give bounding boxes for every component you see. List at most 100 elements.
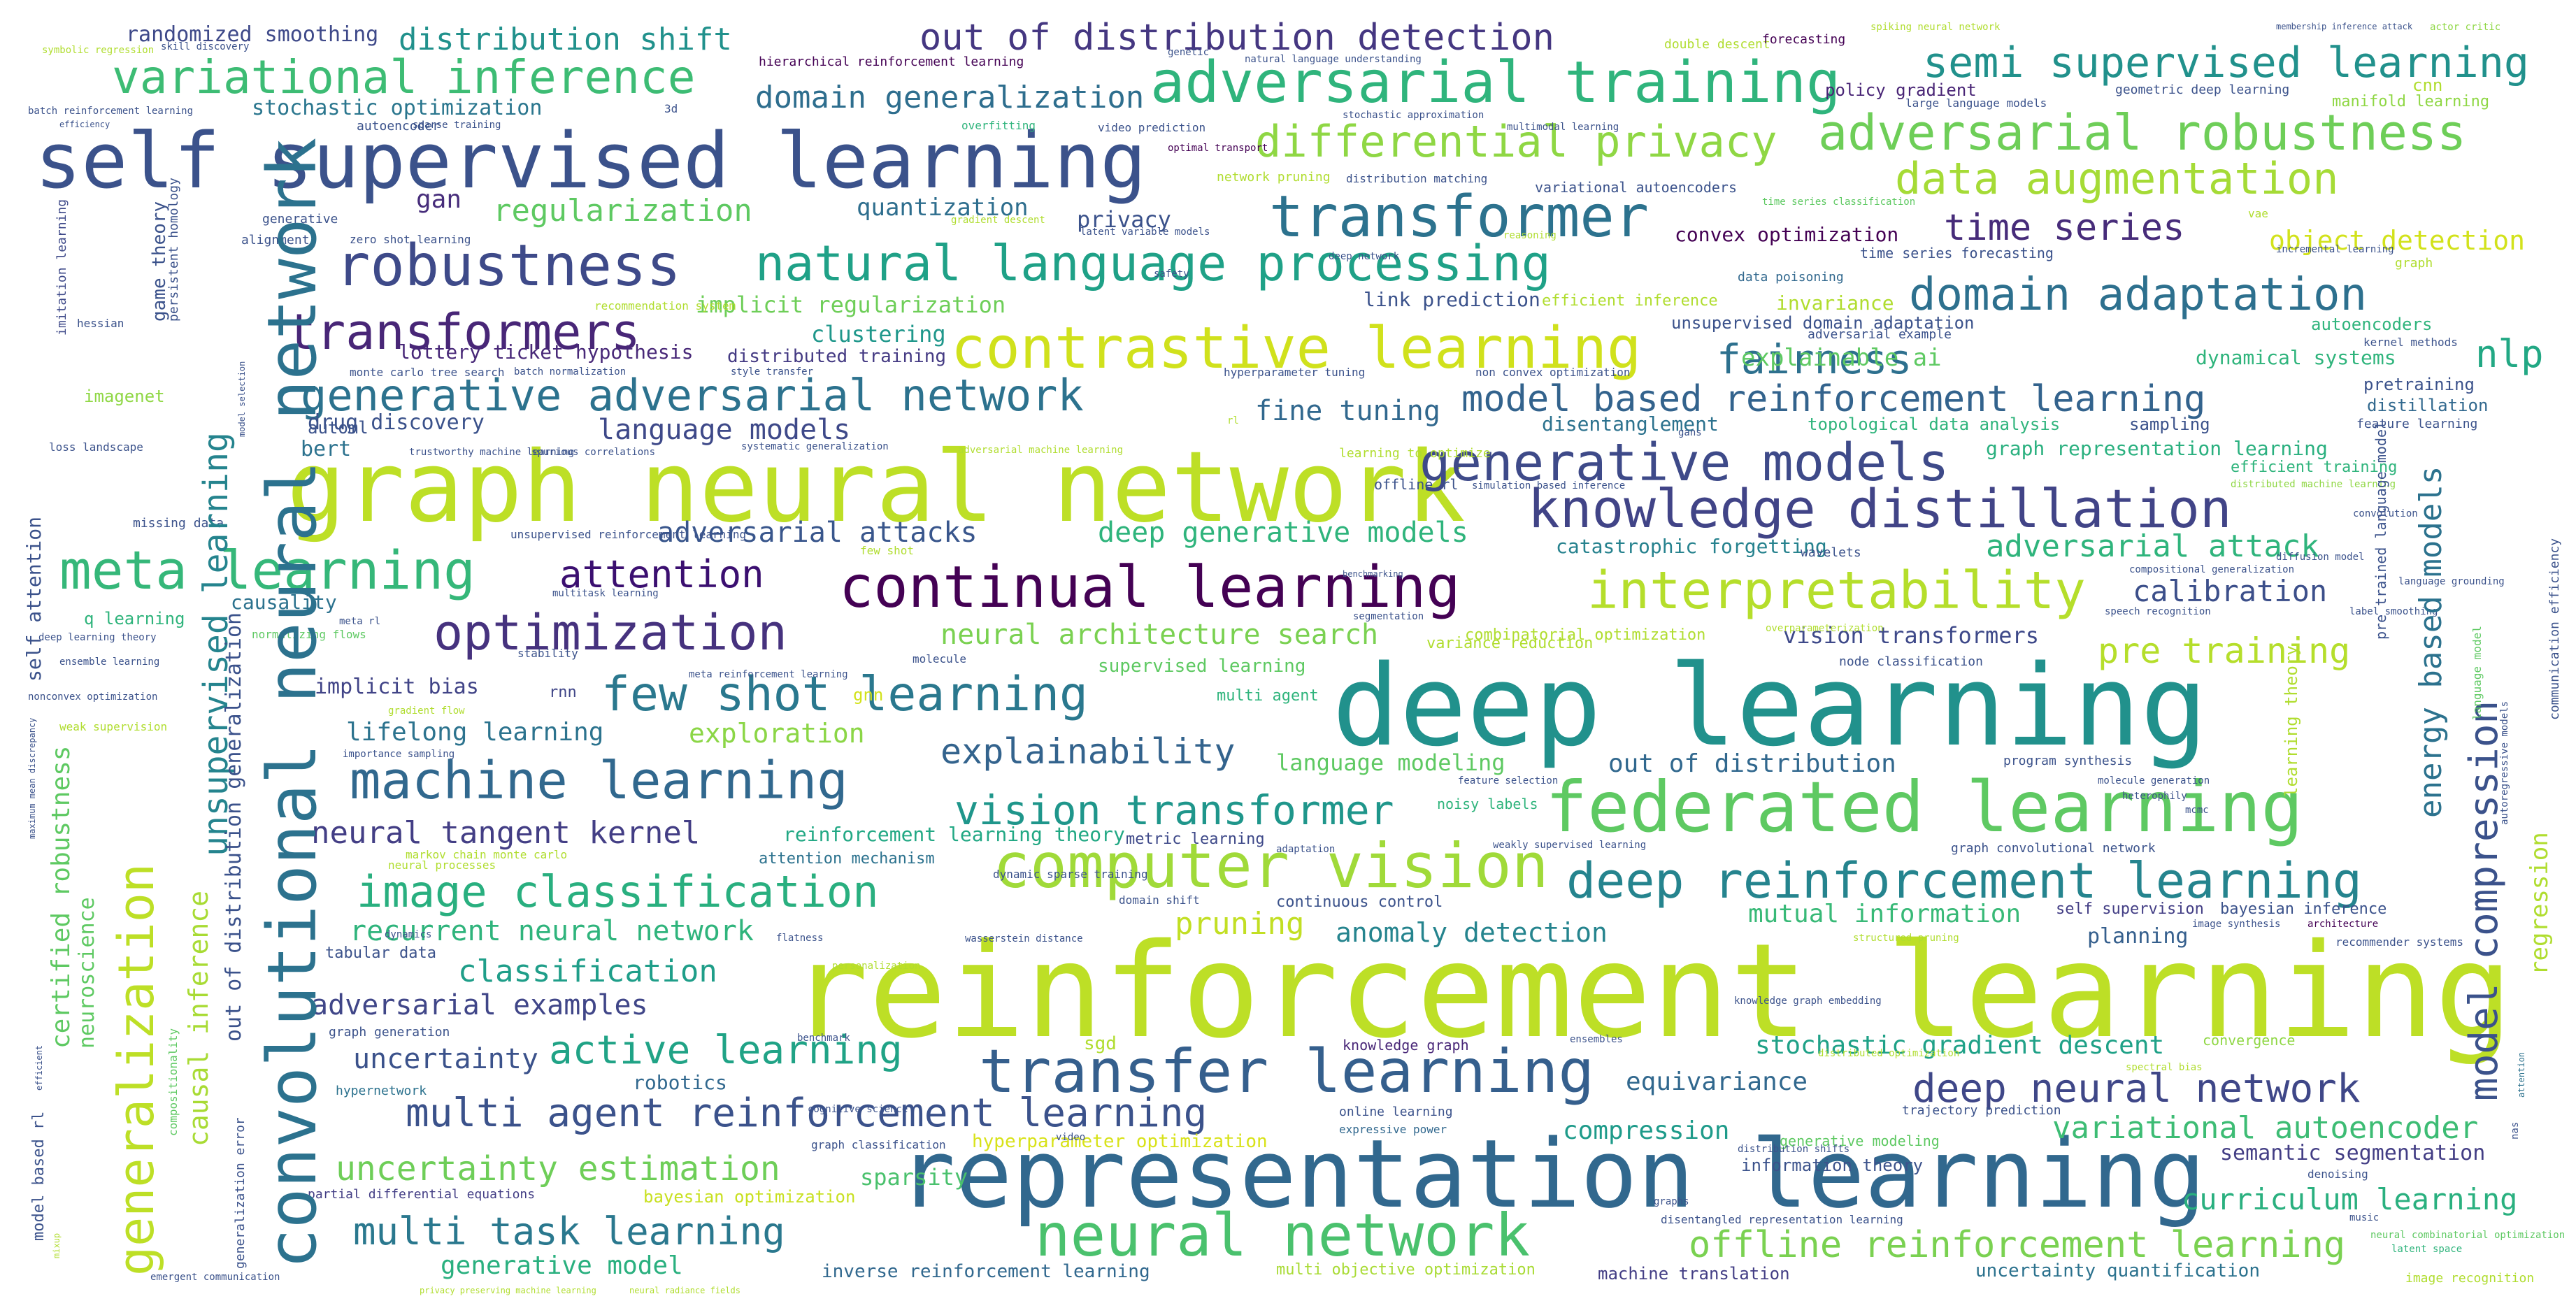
word: ensemble learning	[59, 656, 160, 668]
word: uncertainty	[353, 1043, 538, 1075]
word: invariance	[1776, 292, 1894, 315]
word: pre trained language model	[2373, 420, 2389, 640]
word: catastrophic forgetting	[1556, 535, 1827, 558]
word: transfer learning	[979, 1037, 1595, 1107]
word: spurious correlations	[531, 447, 656, 458]
word: label smoothing	[2349, 606, 2438, 617]
word: bayesian inference	[2220, 900, 2387, 918]
word: systematic generalization	[741, 441, 889, 452]
word: online learning	[1339, 1105, 1453, 1119]
word: multi agent reinforcement learning	[406, 1091, 1208, 1136]
word: pre training	[2098, 631, 2351, 671]
word: generative model	[441, 1251, 683, 1280]
word: vision transformer	[954, 786, 1394, 834]
word: weak supervision	[59, 720, 168, 733]
word: normalizing flows	[252, 628, 366, 641]
word: out of distribution	[1608, 749, 1896, 778]
word: vision transformers	[1783, 622, 2040, 649]
word: expressive power	[1339, 1123, 1447, 1136]
word: compositional generalization	[2129, 564, 2295, 575]
word: efficient	[34, 1044, 44, 1091]
word: computer vision	[993, 830, 1549, 902]
word: self supervised learning	[35, 116, 1147, 206]
word: trustworthy machine learning	[409, 447, 575, 458]
word: neural network	[1035, 1201, 1531, 1270]
word: graph generation	[329, 1025, 450, 1040]
word: generative modeling	[1780, 1133, 1940, 1149]
word: model compression	[2461, 700, 2507, 1101]
word: stochastic optimization	[252, 96, 543, 120]
word: disentanglement	[1542, 412, 1719, 436]
word: autoencoders	[2311, 315, 2433, 334]
word: inverse reinforcement learning	[822, 1261, 1150, 1282]
word: recommendation system	[594, 299, 736, 312]
word: language modeling	[1276, 749, 1505, 776]
word: deep reinforcement learning	[1566, 852, 2362, 910]
word: reinforcement learning theory	[783, 823, 1125, 846]
word: uncertainty quantification	[1975, 1260, 2260, 1281]
word: spiking neural network	[1870, 22, 2001, 33]
word: domain shift	[1119, 893, 1200, 907]
word: efficiency	[59, 120, 110, 129]
word: speech recognition	[2105, 606, 2211, 617]
word: lifelong learning	[346, 718, 604, 747]
word: markov chain monte carlo	[406, 848, 568, 861]
word: calibration	[2133, 574, 2328, 608]
word: generative adversarial network	[301, 370, 1084, 421]
word: combinatorial optimization	[1465, 626, 1706, 644]
word: actor critic	[2430, 22, 2501, 33]
word: self supervision	[2056, 900, 2204, 918]
word: overfitting	[961, 119, 1036, 132]
word: data augmentation	[1895, 153, 2339, 204]
word: variance reduction	[1426, 635, 1594, 652]
word: time series classification	[1762, 196, 1916, 208]
word: disentangled representation learning	[1661, 1213, 1903, 1226]
word: regularization	[493, 193, 752, 229]
word: persistent homology	[166, 178, 181, 322]
word: multimodal learning	[1507, 122, 1619, 133]
word: feature learning	[2356, 417, 2478, 431]
word: nlp	[2475, 332, 2544, 376]
word: adversarial machine learning	[958, 445, 1124, 456]
word: neural combinatorial optimization	[2370, 1230, 2566, 1241]
word: fairness	[1717, 336, 1912, 383]
word: anomaly detection	[1336, 917, 1608, 948]
word: cognitive science	[808, 1104, 908, 1115]
word: deep generative models	[1098, 517, 1468, 549]
word: pretraining	[2363, 375, 2475, 394]
word: manifold learning	[2332, 93, 2490, 110]
word: attention mechanism	[759, 850, 935, 868]
word: wavelets	[1801, 545, 1861, 560]
word: variational autoencoder	[2052, 1110, 2479, 1146]
word: language models	[598, 414, 851, 446]
word: stochastic approximation	[1343, 110, 1484, 121]
word: graph neural network	[287, 431, 1466, 545]
word: learning to optimize	[1339, 446, 1491, 461]
word: molecule	[913, 652, 967, 666]
word: deep neural network	[1912, 1066, 2361, 1112]
word: randomized smoothing	[126, 22, 379, 47]
word: missing data	[133, 516, 224, 531]
word: privacy	[1077, 206, 1171, 233]
word: causal inference	[183, 890, 214, 1147]
word: 3d	[664, 102, 678, 115]
word: emergent communication	[150, 1272, 280, 1283]
word: multi objective optimization	[1276, 1261, 1536, 1279]
word: generative	[262, 212, 338, 227]
word: latent variable models	[1080, 227, 1210, 238]
word: metric learning	[1126, 831, 1265, 848]
word: generative models	[1419, 433, 1949, 493]
word: efficient inference	[1542, 292, 1718, 310]
word: model based reinforcement learning	[1461, 378, 2206, 420]
word: semantic segmentation	[2220, 1141, 2486, 1165]
word: distributed optimization	[1818, 1048, 1960, 1059]
word: hyperparameter tuning	[1224, 366, 1366, 379]
word: continual learning	[839, 554, 1461, 621]
word: attention	[559, 552, 764, 596]
word: out of distribution detection	[920, 17, 1554, 59]
word: recommender systems	[2335, 935, 2464, 949]
word: adversarial example	[1808, 327, 1952, 342]
word: gnn	[853, 685, 884, 705]
word: neural tangent kernel	[311, 815, 701, 851]
word: imagenet	[84, 387, 165, 406]
